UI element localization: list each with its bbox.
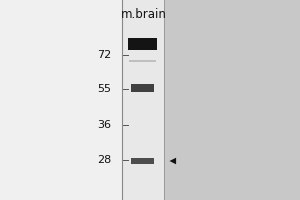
Polygon shape bbox=[169, 158, 176, 164]
Bar bbox=[128, 38, 157, 49]
Text: 55: 55 bbox=[97, 84, 111, 94]
Bar bbox=[131, 84, 154, 92]
Bar bbox=[164, 0, 300, 200]
Text: m.brain: m.brain bbox=[121, 8, 167, 21]
Bar bbox=[129, 60, 156, 62]
Text: 36: 36 bbox=[97, 120, 111, 130]
Text: 28: 28 bbox=[97, 155, 111, 165]
Bar bbox=[131, 158, 154, 164]
Text: 72: 72 bbox=[97, 50, 111, 60]
Bar bbox=[0, 0, 122, 200]
Bar bbox=[122, 0, 164, 200]
